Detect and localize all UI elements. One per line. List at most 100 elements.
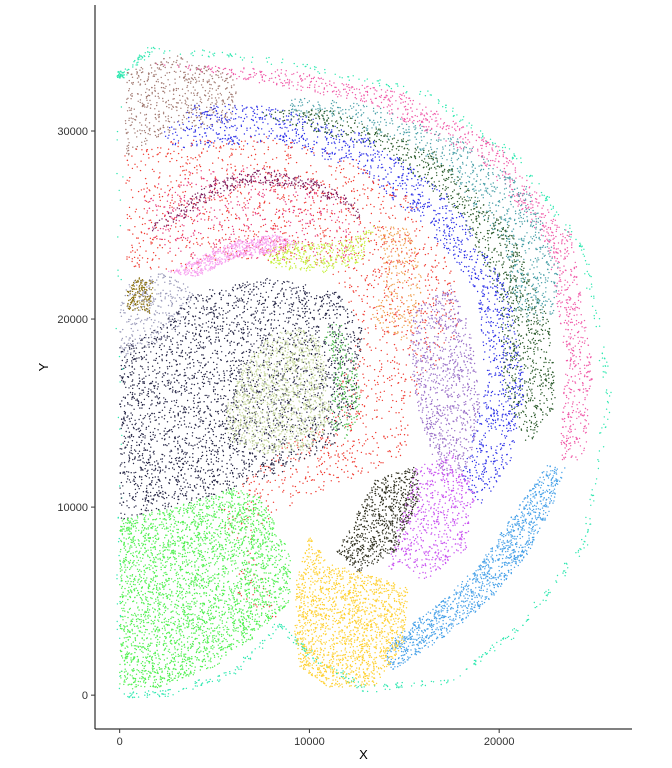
data-point [519, 374, 521, 376]
data-point [456, 150, 458, 152]
data-point [487, 292, 490, 294]
data-point [563, 335, 565, 337]
data-point [434, 166, 436, 169]
data-point [534, 429, 536, 431]
data-point [147, 94, 150, 96]
data-point [373, 93, 375, 95]
data-point [484, 239, 487, 241]
data-point [568, 387, 570, 389]
data-point [453, 205, 456, 207]
data-point [567, 430, 569, 432]
data-point [512, 190, 514, 193]
data-point [601, 352, 603, 354]
data-point [330, 84, 333, 87]
data-point [417, 179, 419, 181]
data-point [471, 271, 473, 274]
data-point [570, 318, 573, 320]
data-point [545, 590, 547, 593]
data-point [598, 359, 601, 362]
data-point [324, 131, 326, 133]
data-point [452, 173, 454, 175]
data-point [326, 120, 328, 122]
data-point [528, 280, 530, 283]
data-point [457, 170, 460, 172]
data-point [507, 293, 509, 295]
data-point [258, 646, 261, 648]
data-point [270, 637, 272, 640]
data-point [298, 101, 301, 103]
data-point [589, 385, 591, 387]
data-point [524, 289, 526, 291]
data-point [532, 261, 535, 263]
data-point [496, 186, 498, 189]
data-point [379, 85, 381, 87]
data-point [428, 157, 430, 159]
data-point [457, 141, 460, 144]
data-point [419, 202, 422, 204]
data-point [476, 220, 478, 222]
data-point [553, 237, 555, 239]
data-point [474, 662, 476, 664]
data-point [508, 208, 510, 210]
data-point [522, 352, 525, 354]
data-point [461, 213, 463, 215]
data-point [521, 243, 524, 246]
data-point [398, 687, 400, 689]
data-point [132, 691, 135, 693]
data-point [430, 94, 432, 96]
data-point [357, 116, 359, 118]
data-point [540, 369, 543, 371]
data-point [407, 120, 409, 123]
data-point [503, 299, 505, 301]
data-point [402, 113, 404, 115]
data-point [228, 108, 230, 111]
data-point [529, 419, 531, 422]
data-point [500, 307, 503, 309]
data-point [583, 319, 586, 322]
data-point [179, 53, 182, 55]
data-point [143, 59, 146, 61]
data-point [506, 209, 508, 211]
data-point [474, 185, 476, 188]
data-point [295, 123, 297, 126]
data-point [500, 339, 503, 342]
data-point [541, 257, 544, 259]
data-point [222, 99, 224, 101]
data-point [423, 147, 425, 149]
data-point [175, 61, 177, 64]
data-point [511, 629, 514, 631]
data-point [213, 81, 215, 83]
data-point [399, 686, 401, 688]
data-point [316, 113, 319, 115]
data-point [544, 357, 547, 359]
data-point [312, 121, 314, 123]
data-point [409, 166, 412, 168]
data-point [225, 674, 227, 676]
data-point [477, 498, 479, 501]
data-point [501, 293, 503, 295]
data-point [527, 397, 530, 400]
data-point [495, 355, 498, 357]
data-point [467, 151, 469, 153]
series-3 [124, 55, 237, 156]
data-point [485, 191, 488, 193]
data-point [477, 226, 479, 229]
data-point [538, 301, 540, 303]
data-point [158, 97, 160, 99]
data-point [579, 244, 582, 246]
data-point [499, 374, 501, 376]
data-point [302, 73, 305, 75]
data-point [525, 298, 527, 301]
data-point [507, 320, 509, 323]
data-point [331, 129, 333, 131]
data-point [225, 79, 227, 82]
data-point [339, 124, 342, 126]
data-point [521, 281, 524, 283]
data-point [499, 242, 501, 245]
data-point [441, 170, 444, 173]
data-point [545, 322, 547, 324]
data-point [570, 430, 572, 433]
data-point [402, 120, 405, 122]
data-point [487, 160, 490, 162]
data-point [144, 55, 146, 58]
